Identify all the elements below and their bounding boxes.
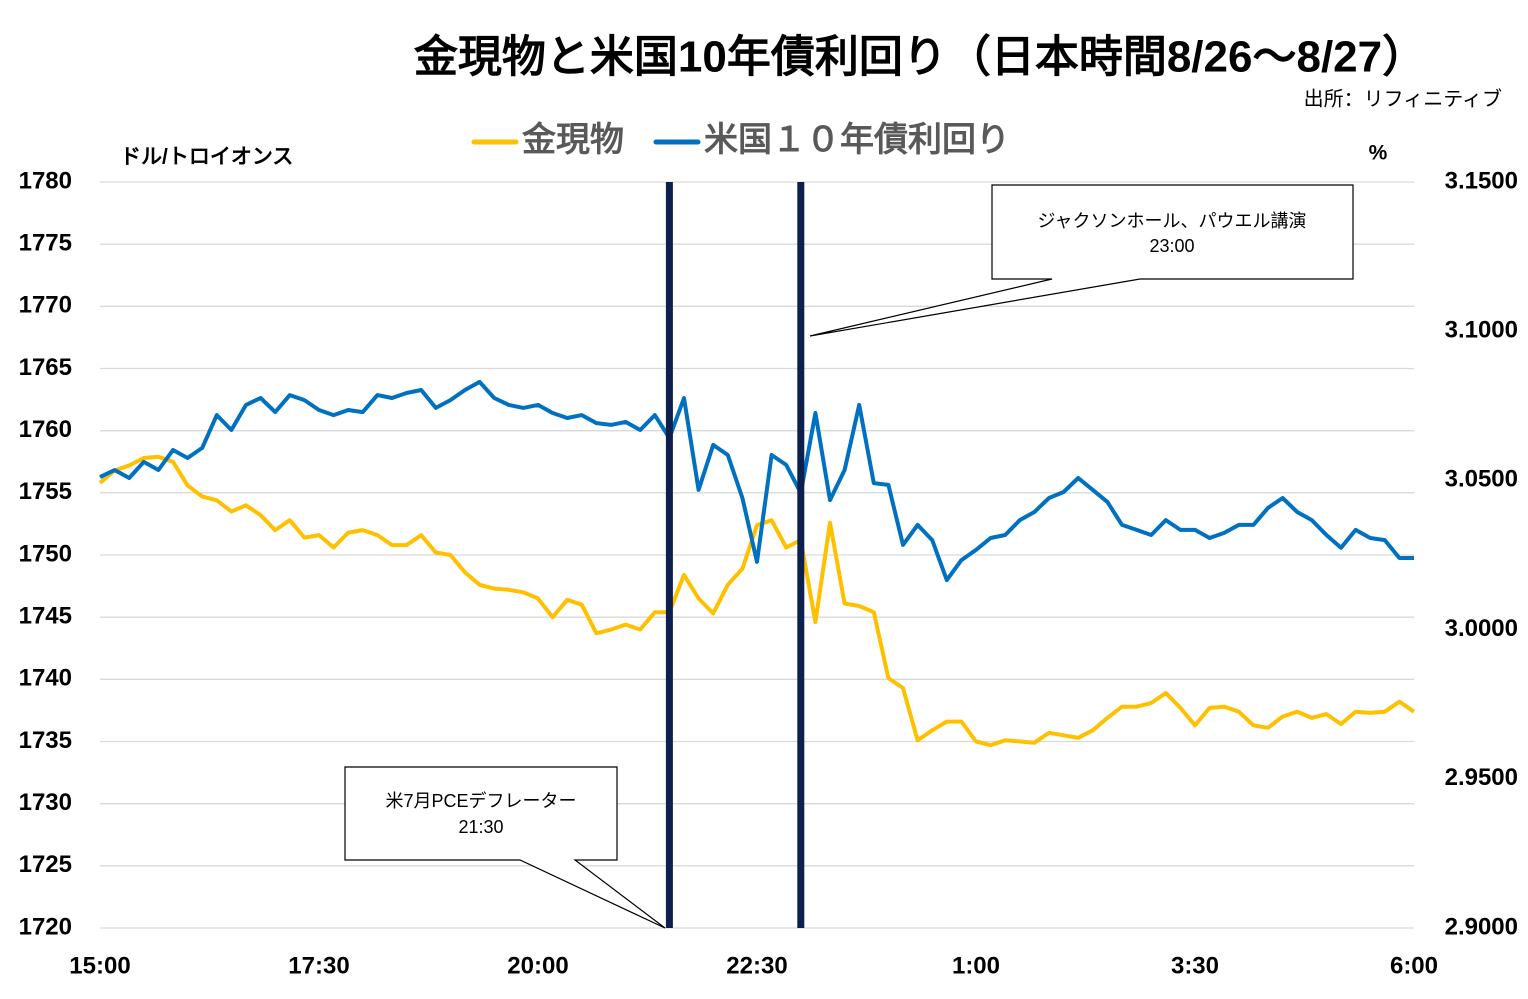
chart-title: 金現物と米国10年債利回り（日本時間8/26～8/27）: [413, 33, 1426, 82]
y-tick-label: 1780: [19, 167, 72, 194]
y-tick-label: 1770: [19, 292, 72, 319]
y-tick-label: 1740: [19, 665, 72, 692]
series-line: [98, 454, 1416, 748]
y-tick-label: 1720: [19, 913, 72, 940]
legend-label: 米国１０年債利回り: [704, 121, 1010, 159]
y-axis-label: ドル/トロイオンス: [120, 146, 293, 169]
callout: ジャクソンホール、パウエル講演 23:00: [809, 184, 1354, 337]
callout-text: 米7月PCEデフレーター: [385, 791, 576, 811]
y2-tick-label: 3.1000: [1445, 317, 1518, 344]
callout: 米7月PCEデフレーター 21:30: [344, 766, 666, 929]
y-tick-label: 1735: [19, 727, 72, 754]
y2-tick-label: 2.9000: [1445, 913, 1518, 940]
y-tick-label: 1775: [19, 230, 72, 257]
y2-tick-label: 2.9500: [1445, 764, 1518, 791]
callout-box: [344, 766, 666, 929]
series-line: [99, 379, 1414, 583]
y-tick-label: 1725: [19, 851, 72, 878]
y-tick-label: 1765: [19, 354, 72, 381]
y-tick-label: 1755: [19, 478, 72, 505]
legend: 金現物 米国１０年債利回り: [471, 120, 1010, 159]
x-tick-label: 6:00: [1390, 952, 1438, 979]
legend-label: 金現物: [521, 120, 624, 159]
y-tick-label: 1745: [19, 603, 72, 630]
y-tick-label: 1750: [19, 540, 72, 567]
plot-area: 1720 1725 1730 1735 1740 1745 1750 1755 1760 1765…: [19, 167, 1518, 979]
y-tick-label: 1760: [19, 416, 72, 443]
x-tick-label: 22:30: [726, 952, 787, 979]
y2-tick-label: 3.0500: [1445, 466, 1518, 493]
x-tick-label: 20:00: [507, 952, 568, 979]
callout-box: [809, 184, 1354, 337]
y2-tick-label: 3.0000: [1445, 615, 1518, 642]
x-tick-label: 15:00: [69, 952, 130, 979]
source: 出所：リフィニティブ: [1304, 86, 1502, 110]
x-tick-label: 3:30: [1171, 952, 1219, 979]
callout-time: 23:00: [1149, 236, 1194, 256]
x-tick-label: 1:00: [952, 952, 1000, 979]
x-tick-label: 17:30: [288, 952, 349, 979]
callout-time: 21:30: [458, 817, 503, 837]
y2-tick-label: 3.1500: [1445, 167, 1518, 194]
y2-axis-label: %: [1369, 142, 1388, 165]
y-tick-label: 1730: [19, 789, 72, 816]
callout-text: ジャクソンホール、パウエル講演: [1037, 211, 1306, 231]
